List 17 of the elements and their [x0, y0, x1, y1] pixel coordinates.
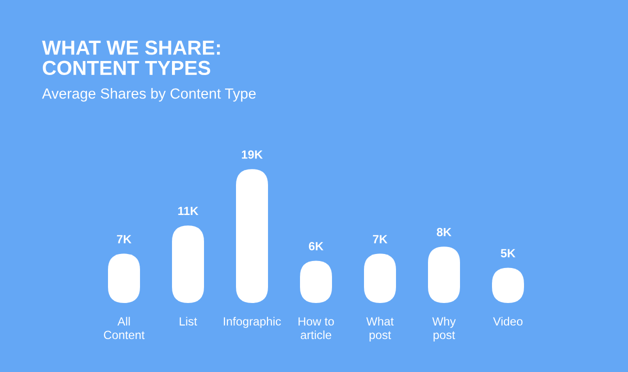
chart-title: WHAT WE SHARE: CONTENT TYPES: [42, 40, 220, 76]
data-label: 6K: [308, 242, 324, 250]
chart-subtitle: Average Shares by Content Type: [42, 88, 256, 102]
data-label: 7K: [372, 235, 388, 244]
bar: [236, 169, 268, 303]
data-label: 7K: [116, 235, 132, 244]
x-tick-label: List: [180, 316, 198, 326]
x-tick-label: How to article: [298, 317, 334, 340]
data-label: 5K: [500, 249, 516, 258]
data-label: 19K: [242, 150, 263, 159]
x-tick-label: Video: [493, 316, 522, 326]
data-label: 11K: [178, 206, 198, 216]
x-tick-label: Infographic: [224, 316, 281, 328]
x-tick-label: All Content: [104, 316, 145, 340]
data-label: 8K: [436, 228, 452, 236]
x-tick-label: Why post: [432, 316, 456, 342]
x-tick-label: What post: [366, 316, 394, 342]
